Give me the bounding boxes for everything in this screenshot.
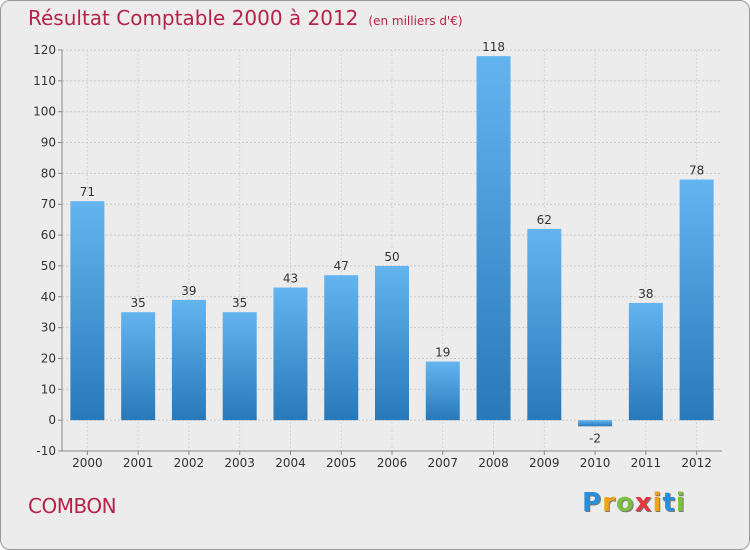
data-label: 38 [638, 287, 653, 301]
bar-2003 [222, 312, 257, 421]
y-tick-label: 90 [41, 136, 56, 150]
x-tick-label: 2002 [174, 456, 205, 470]
logo-letter: i [675, 488, 686, 518]
data-labels: 71 35 39 35 43 47 50 19 118 62 -2 38 78 [80, 40, 705, 445]
bar-2002 [171, 299, 206, 421]
y-tick-label: 110 [33, 74, 56, 88]
x-tick-label: 2009 [529, 456, 560, 470]
y-tick-label: 60 [41, 228, 56, 242]
title-text: Résultat Comptable 2000 à 2012 [28, 6, 359, 30]
data-label: 47 [334, 259, 349, 273]
y-tick-label: 120 [33, 43, 56, 57]
data-label: 71 [80, 185, 95, 199]
x-tick-label: 2011 [631, 456, 662, 470]
data-label: 35 [232, 296, 247, 310]
x-tick-label: 2012 [681, 456, 712, 470]
x-tick-label: 2008 [478, 456, 509, 470]
y-tick-label: 70 [41, 197, 56, 211]
commune-name: COMBON [28, 494, 117, 518]
bar-2012 [679, 179, 714, 421]
y-tick-label: 40 [41, 290, 56, 304]
proxiti-logo: Proxiti [582, 488, 686, 518]
logo-letter: x [634, 488, 653, 518]
chart-title: Résultat Comptable 2000 à 2012 (en millie… [28, 6, 463, 30]
data-label: 118 [482, 40, 505, 54]
y-tick-label: 20 [41, 351, 56, 365]
data-label: 50 [384, 250, 399, 264]
x-tick-label: 2000 [72, 456, 103, 470]
x-tick-label: 2010 [580, 456, 611, 470]
logo-letter: i [652, 488, 663, 518]
data-label: 39 [181, 284, 196, 298]
x-tick-label: 2005 [326, 456, 357, 470]
bar-2005 [324, 275, 359, 421]
x-tick-label: 2004 [275, 456, 306, 470]
bar-2006 [375, 265, 409, 421]
data-label: 43 [283, 272, 298, 286]
y-tick-label: -10 [36, 444, 56, 458]
bar-2001 [121, 312, 156, 421]
bar-2011 [628, 302, 663, 421]
bar-2004 [273, 287, 308, 421]
bar-2010 [578, 420, 613, 427]
x-tick-label: 2003 [224, 456, 255, 470]
data-label: 78 [689, 164, 704, 178]
y-tick-label: 50 [41, 259, 56, 273]
bar-2000 [70, 201, 105, 421]
logo-letter: P [582, 488, 603, 518]
y-tick-label: 0 [48, 413, 56, 427]
data-label: 62 [537, 213, 552, 227]
x-tick-label: 2001 [123, 456, 154, 470]
bars [70, 56, 714, 427]
y-tick-label: 30 [41, 321, 56, 335]
y-tick-label: 10 [41, 382, 56, 396]
bar-2008 [476, 56, 511, 421]
bar-2007 [425, 361, 460, 421]
logo-letter: t [662, 488, 676, 518]
logo-letter: o [615, 488, 635, 518]
data-label: -2 [589, 431, 601, 445]
axes: -10 0 10 20 30 40 50 60 70 80 90 100 110 120 2000 2001 2… [33, 43, 722, 470]
x-tick-label: 2007 [427, 456, 458, 470]
chart-subtitle: (en milliers d'€) [368, 14, 463, 28]
logo-letter: r [602, 488, 616, 518]
y-tick-label: 100 [33, 105, 56, 119]
x-tick-label: 2006 [377, 456, 408, 470]
data-label: 19 [435, 346, 450, 360]
y-tick-label: 80 [41, 166, 56, 180]
bar-2009 [527, 228, 562, 421]
data-label: 35 [131, 296, 146, 310]
